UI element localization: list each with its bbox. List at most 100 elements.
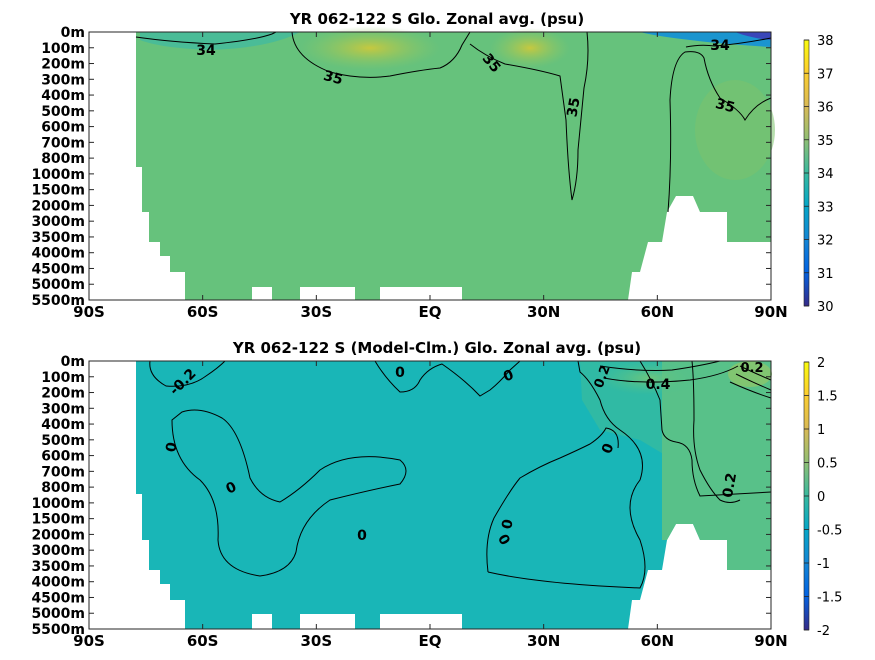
panel1-title: YR 062-122 S Glo. Zonal avg. (psu) [289, 10, 584, 28]
panel2-y-tick-label: 300m [41, 401, 85, 417]
panel1-colorbar-ticks: 30 31 32 33 34 35 36 37 38 [804, 34, 834, 315]
panel2-y-tick-label: 5000m [31, 606, 85, 622]
panel2-contour-label: 0 [395, 365, 405, 381]
panel1-colorbar-tick-label: 33 [817, 200, 834, 215]
panel2-y-tick-label: 2000m [31, 527, 85, 543]
panel2-x-tick-label: 30N [527, 632, 560, 650]
panel2-positive-arctic [662, 361, 771, 570]
panel2-x-tick-label: 60S [187, 632, 219, 650]
panel2-y-tick-label: 5500m [31, 622, 85, 638]
panel1-y-tick-label: 4000m [31, 246, 85, 262]
panel1-contours [135, 31, 772, 213]
panel2-y-tick-label: 0m [61, 354, 85, 370]
panel2-y-tick-label: 800m [41, 480, 85, 496]
panel2-colorbar-tick-label: -1 [817, 557, 830, 572]
panel1-contour-label: 34 [196, 43, 216, 59]
panel1-y-axis: 0m100m200m300m400m500m600m700m800m1000m1… [31, 25, 771, 309]
panel2-y-axis: 0m100m200m300m400m500m600m700m800m1000m1… [31, 354, 771, 638]
panel1-y-tick-label: 4500m [31, 261, 85, 277]
panel1-y-tick-label: 200m [41, 57, 85, 73]
panel2-x-tick-label: 30S [300, 632, 332, 650]
panel1-ocean-field [136, 32, 771, 300]
panel1-colorbar-tick-label: 34 [817, 167, 834, 182]
panel2-x-tick-label: 90N [754, 632, 787, 650]
panel1-contour-label: 35 [714, 96, 737, 116]
panel1-y-tick-label: 2000m [31, 198, 85, 214]
panel1-x-axis: 90S 60S 30S EQ 30N 60N 90N [73, 32, 788, 321]
panel1-high-salinity-south [300, 26, 440, 70]
panel2-y-tick-label: 400m [41, 417, 85, 433]
anomaly-panel: YR 062-122 S (Model-Clm.) Glo. Zonal avg… [31, 339, 842, 650]
panel1-y-tick-label: 800m [41, 151, 85, 167]
panel1-y-tick-label: 1500m [31, 183, 85, 199]
panel2-x-tick-label: 90S [73, 632, 105, 650]
panel2-x-axis: 90S 60S 30S EQ 30N 60N 90N [73, 361, 788, 650]
panel1-fresh-south-surface [140, 32, 300, 50]
panel1-y-tick-label: 100m [41, 41, 85, 57]
panel2-y-tick-label: 4000m [31, 575, 85, 591]
panel2-y-tick-label: 4500m [31, 590, 85, 606]
panel1-colorbar-tick-label: 38 [817, 34, 834, 49]
panel2-x-tick-label: 60N [641, 632, 674, 650]
panel2-contour-label: 0.4 [646, 377, 671, 393]
panel1-x-tick-label: 60S [187, 303, 219, 321]
panel1-colorbar-tick-label: 30 [817, 300, 834, 315]
panel1-fresh-arctic-core [735, 32, 771, 40]
panel1-y-tick-label: 5500m [31, 293, 85, 309]
panel1-y-tick-label: 700m [41, 135, 85, 151]
panel2-colorbar-tick-label: 2 [817, 356, 825, 371]
panel2-colorbar-tick-label: 1 [817, 423, 825, 438]
panel1-colorbar-tick-label: 32 [817, 234, 834, 249]
panel2-y-tick-label: 700m [41, 464, 85, 480]
panel1-colorbar-tick-label: 37 [817, 67, 834, 82]
panel2-contours [149, 360, 772, 589]
panel2-contour-label: 0.2 [592, 363, 614, 390]
panel2-contour-label: 0 [357, 528, 367, 544]
panel1-y-tick-label: 400m [41, 88, 85, 104]
panel2-high-anomaly-arctic [728, 361, 772, 387]
panel2-colorbar-tick-label: 0 [817, 490, 825, 505]
panel1-y-tick-label: 500m [41, 104, 85, 120]
panel1-y-tick-label: 3500m [31, 230, 85, 246]
panel2-contour-label: 0.2 [720, 472, 740, 499]
panel1-y-tick-label: 300m [41, 72, 85, 88]
panel2-x-tick-label: EQ [419, 632, 442, 650]
panel1-y-tick-label: 1000m [31, 167, 85, 183]
panel1-y-tick-label: 0m [61, 25, 85, 41]
panel1-contour-label: 35 [322, 68, 345, 88]
panel2-y-tick-label: 100m [41, 370, 85, 386]
panel2-y-tick-label: 200m [41, 386, 85, 402]
panel1-y-tick-label: 600m [41, 120, 85, 136]
panel2-contour-label: 0 [499, 518, 516, 531]
panel1-colorbar-tick-label: 35 [817, 134, 834, 149]
panel1-x-tick-label: 30N [527, 303, 560, 321]
panel1-y-tick-label: 5000m [31, 277, 85, 293]
panel2-colorbar-tick-label: -0.5 [817, 524, 842, 539]
panel2-colorbar-tick-label: 1.5 [817, 390, 838, 405]
panel2-y-tick-label: 3000m [31, 543, 85, 559]
panel2-y-tick-label: 3500m [31, 559, 85, 575]
panel1-y-tick-label: 3000m [31, 214, 85, 230]
panel2-y-tick-label: 1000m [31, 496, 85, 512]
panel2-colorbar-ticks: -2 -1.5 -1 -0.5 0 0.5 1 1.5 2 [804, 356, 842, 639]
panel1-contour-label: 34 [710, 38, 730, 54]
panel1-high-salinity-north [490, 28, 570, 68]
panel2-colorbar-tick-label: -2 [817, 624, 830, 639]
panel1-x-tick-label: EQ [419, 303, 442, 321]
panel1-x-tick-label: 30S [300, 303, 332, 321]
panel2-y-tick-label: 1500m [31, 512, 85, 528]
panel1-x-tick-label: 60N [641, 303, 674, 321]
panel1-x-tick-label: 90N [754, 303, 787, 321]
panel2-y-tick-label: 600m [41, 449, 85, 465]
panel2-title: YR 062-122 S (Model-Clm.) Glo. Zonal avg… [232, 339, 641, 357]
salinity-panel: YR 062-122 S Glo. Zonal avg. (psu) 34 35… [31, 10, 833, 321]
panel2-contour-label: 0.2 [740, 361, 763, 376]
panel2-contour-label: 0 [163, 441, 180, 454]
panel1-x-tick-label: 90S [73, 303, 105, 321]
panel1-north-atlantic [695, 80, 775, 180]
panel1-colorbar-tick-label: 31 [817, 267, 834, 282]
panel2-y-tick-label: 500m [41, 433, 85, 449]
panel2-colorbar-tick-label: -1.5 [817, 591, 842, 606]
